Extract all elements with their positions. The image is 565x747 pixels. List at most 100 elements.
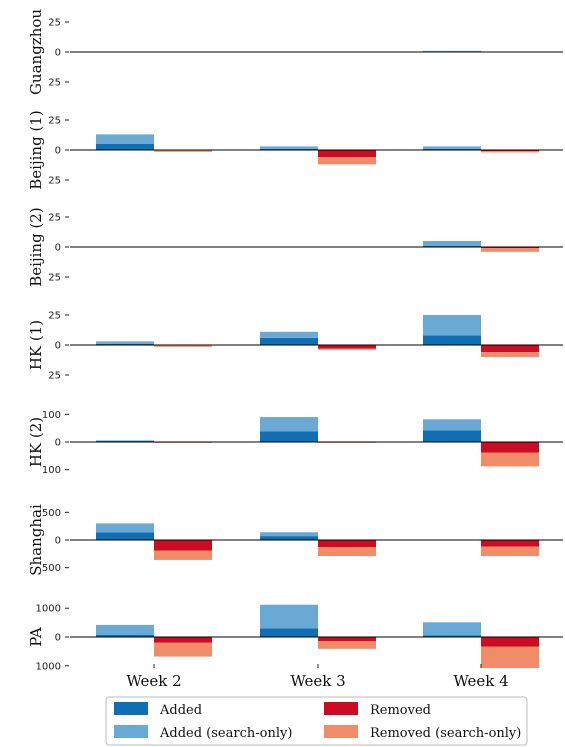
y-tick-label: 500	[42, 508, 61, 519]
bar-removed-search-only	[481, 248, 539, 252]
bar-removed	[318, 637, 376, 642]
bar-added-search-only	[96, 624, 154, 635]
bar-added	[260, 148, 318, 150]
bar-added-search-only	[423, 241, 481, 246]
legend-label-added-search-only: Added (search-only)	[159, 726, 292, 741]
bar-added-search-only	[423, 622, 481, 636]
bar-removed-search-only	[154, 150, 212, 152]
legend-box	[105, 696, 528, 746]
bar-removed-search-only	[318, 348, 376, 350]
bar-removed	[481, 540, 539, 547]
bar-added	[96, 343, 154, 345]
bar-added	[423, 148, 481, 150]
panel-label: Beijing (2)	[27, 207, 45, 286]
bar-removed-search-only	[154, 550, 212, 560]
bar-removed-search-only	[318, 547, 376, 557]
panel-beijing-2: Beijing (2) 25 0 25	[27, 207, 563, 287]
bar-removed	[481, 442, 539, 453]
bar-added-search-only	[260, 532, 318, 537]
bar-removed-search-only	[318, 641, 376, 649]
bar-added-search-only	[260, 146, 318, 149]
bar-removed-search-only	[481, 546, 539, 557]
y-tick-label: 0	[55, 146, 61, 157]
bar-removed	[154, 540, 212, 551]
bar-added-search-only	[423, 50, 481, 52]
bar-added-search-only	[260, 417, 318, 432]
panel-label: PA	[27, 627, 45, 647]
panel-label: HK (2)	[27, 417, 45, 467]
legend-swatch-added-search-only	[114, 725, 148, 738]
bar-added-search-only	[96, 523, 154, 533]
bar-removed	[318, 540, 376, 548]
bar-removed	[318, 345, 376, 349]
bar-added	[260, 337, 318, 345]
y-tick-label: 25	[48, 311, 61, 322]
bar-added-search-only	[96, 440, 154, 441]
bar-added-search-only	[260, 604, 318, 629]
bar-added-search-only	[423, 315, 481, 336]
bar-removed	[318, 150, 376, 158]
bar-removed-search-only	[154, 345, 212, 347]
y-tick-label: 25	[48, 78, 61, 89]
legend-swatch-removed-search-only	[324, 725, 358, 738]
y-tick-label: 500	[42, 563, 61, 574]
x-tick-label: Week 3	[290, 672, 345, 690]
y-tick-label: 0	[55, 633, 61, 644]
panel-label: Shanghai	[27, 504, 45, 576]
bar-added	[96, 144, 154, 150]
legend-label-removed: Removed	[370, 703, 431, 718]
x-tick-label: Week 4	[453, 672, 508, 690]
bar-added-search-only	[423, 419, 481, 431]
bar-added	[260, 628, 318, 637]
y-tick-label: 0	[55, 341, 61, 352]
bar-added	[260, 536, 318, 540]
y-tick-label: 25	[48, 371, 61, 382]
bar-added	[96, 532, 154, 540]
y-tick-label: 0	[55, 243, 61, 254]
y-tick-label: 25	[48, 116, 61, 127]
bar-removed	[481, 247, 539, 249]
bar-added	[423, 635, 481, 637]
y-tick-label: 100	[42, 465, 61, 476]
bar-added-search-only	[260, 331, 318, 338]
bar-removed	[154, 637, 212, 643]
bar-removed	[481, 637, 539, 647]
y-tick-label: 0	[55, 438, 61, 449]
y-tick-label: 25	[48, 18, 61, 29]
legend-swatch-added	[114, 702, 148, 715]
panel-label: Guangzhou	[27, 9, 45, 95]
bar-removed-search-only	[481, 452, 539, 467]
y-tick-label: 25	[48, 273, 61, 284]
legend: Added Removed Added (search-only) Removed (…	[105, 696, 528, 746]
bar-added-search-only	[96, 341, 154, 344]
y-tick-label: 1000	[36, 661, 61, 672]
x-axis: Week 2 Week 3 Week 4	[126, 664, 509, 690]
y-tick-label: 0	[55, 536, 61, 547]
bar-added-search-only	[423, 146, 481, 149]
bar-added	[260, 431, 318, 442]
legend-swatch-removed	[324, 702, 358, 715]
bar-added	[423, 245, 481, 247]
panel-label: HK (1)	[27, 320, 45, 370]
y-tick-label: 0	[55, 48, 61, 59]
bar-removed-search-only	[154, 642, 212, 657]
bar-added	[423, 430, 481, 442]
bar-removed	[481, 150, 539, 152]
panel-beijing-1: Beijing (1) 25 0 25	[27, 110, 563, 190]
panel-hk-2: HK (2)100 0 100	[27, 410, 563, 476]
bar-added	[96, 634, 154, 637]
panel-pa: PA 1000 0 1000	[27, 604, 563, 672]
bar-removed	[481, 345, 539, 353]
y-tick-label: 1000	[36, 604, 61, 615]
panel-guangzhou: Guangzhou 25 0 25	[27, 9, 563, 95]
panel-label: Beijing (1)	[27, 110, 45, 189]
y-tick-label: 25	[48, 213, 61, 224]
bar-added	[96, 440, 154, 442]
y-tick-label: 25	[48, 176, 61, 187]
legend-label-removed-search-only: Removed (search-only)	[370, 726, 521, 741]
legend-label-added: Added	[159, 703, 202, 718]
y-tick-label: 100	[42, 410, 61, 421]
